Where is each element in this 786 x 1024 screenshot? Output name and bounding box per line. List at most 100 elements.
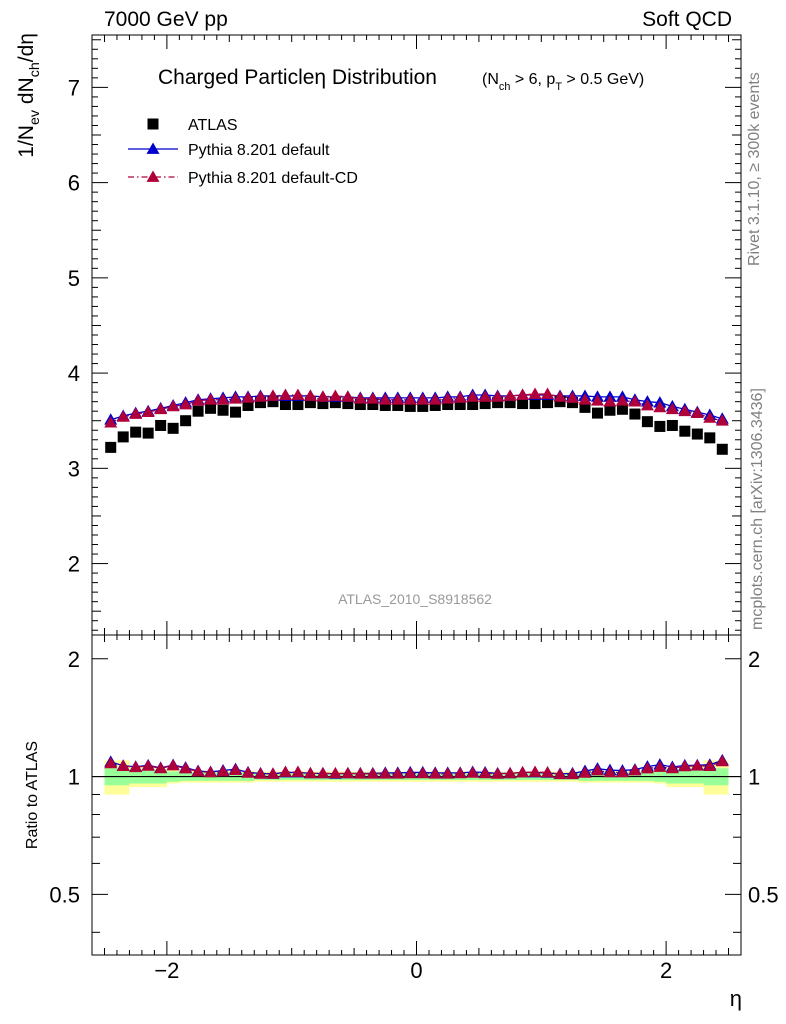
ratio-y-tick-label-right: 2 [748,647,760,672]
pythia-cd-point [378,393,392,405]
atlas-data-point [155,419,167,431]
pythia-cd-point [104,416,118,428]
atlas-data-point [517,398,529,410]
legend-pythia-default-label: Pythia 8.201 default [188,142,330,159]
ratio-y-tick-label-left: 0.5 [49,882,80,907]
atlas-data-point [641,416,653,428]
pythia-cd-ratio-point [466,766,480,778]
pythia-cd-ratio-point [104,756,118,769]
pythia-cd-ratio-point [166,759,180,771]
atlas-data-point [504,397,516,409]
atlas-data-point [479,398,491,410]
atlas-data-point [242,399,254,411]
pythia-cd-point [291,388,305,400]
pythia-cd-ratio-point [541,765,555,778]
pythia-cd-ratio-point [216,764,230,777]
atlas-data-point [329,397,341,409]
pythia-cd-point [665,402,679,415]
atlas-data-point [529,398,541,410]
atlas-data-point [691,428,703,440]
analysis-tag-watermark: ATLAS_2010_S8918562 [338,591,492,607]
pythia-cd-ratio-point [204,765,218,778]
pythia-cd-point [191,394,205,406]
pythia-cd-point [353,392,367,404]
pythia-cd-point [453,391,467,403]
pythia-cd-ratio-point [428,767,442,779]
pythia-cd-point [303,389,317,401]
pythia-cd-point [416,393,430,405]
atlas-data-point [279,399,291,411]
atlas-data-point [392,399,404,411]
pythia-cd-ratio-point [141,759,155,771]
legend-pythia-default-marker [146,142,160,154]
atlas-data-point [192,405,204,417]
pythia-cd-ratio-point [378,767,392,779]
pythia-cd-ratio-point [491,767,505,779]
pythia-cd-point [478,390,492,402]
pythia-cd-ratio-point [528,765,542,777]
atlas-data-point [142,427,154,439]
atlas-data-point [254,397,266,409]
pythia-cd-point [553,390,567,402]
ratio-plot-frame [91,634,742,956]
ratio-y-axis-label: Ratio to ATLAS [24,741,41,849]
pythia-cd-point [603,395,617,407]
atlas-data-point [105,441,117,453]
atlas-data-point [442,399,454,411]
atlas-data-point [292,399,304,411]
pythia-cd-point [241,391,255,403]
ratio-y-tick-label-left: 2 [68,647,80,672]
pythia-cd-point [366,392,380,404]
pythia-cd-ratio-point [154,761,168,774]
y-tick-label: 7 [68,75,80,100]
header-right-label: Soft QCD [642,8,732,31]
atlas-data-point [130,426,142,438]
pythia-cd-ratio-point [628,763,642,776]
pythia-cd-point [166,399,180,412]
pythia-cd-point [253,390,267,402]
pythia-cd-point [154,402,168,415]
pythia-cd-ratio-point [328,766,342,779]
pythia-cd-ratio-point [653,760,667,772]
atlas-data-point [267,396,279,408]
x-tick-label: −2 [154,958,179,983]
atlas-data-point [654,420,666,432]
atlas-data-point [180,415,192,427]
pythia-cd-ratio-point [690,759,704,771]
pythia-cd-point [141,405,155,418]
atlas-data-point [604,404,616,416]
y-tick-label: 3 [68,456,80,481]
atlas-data-point [542,397,554,409]
pythia-cd-ratio-point [391,767,405,779]
pythia-cd-point [615,394,629,406]
atlas-data-point [629,408,641,420]
pythia-cd-ratio-point [578,766,592,778]
pythia-cd-point [715,414,729,426]
pythia-cd-ratio-point [703,759,717,772]
atlas-data-point [342,398,354,410]
pythia-cd-ratio-point [665,761,679,774]
header-left-label: 7000 GeV pp [104,8,228,31]
pythia-cd-ratio-point [715,754,729,767]
atlas-data-point [304,397,316,409]
pythia-cd-point [316,390,330,402]
pythia-cd-point [466,390,480,402]
pythia-cd-ratio-point [640,761,654,774]
pythia-cd-point [229,392,243,404]
pythia-cd-point [516,388,530,400]
x-axis-label: η [730,986,742,1011]
atlas-data-point [666,419,678,431]
pythia-cd-ratio-point [253,767,267,779]
x-tick-label: 2 [660,958,672,983]
pythia-cd-ratio-point [278,765,292,777]
pythia-cd-ratio-point [416,766,430,779]
pythia-cd-ratio-point [441,767,455,779]
pythia-cd-ratio-point [341,766,355,779]
pythia-cd-ratio-point [590,764,604,776]
atlas-data-point [492,397,504,409]
pythia-cd-point [640,398,654,411]
pythia-cd-point [590,394,604,406]
pythia-cd-point [528,387,542,399]
pythia-cd-ratio-point [553,767,567,780]
atlas-data-point [217,404,229,416]
